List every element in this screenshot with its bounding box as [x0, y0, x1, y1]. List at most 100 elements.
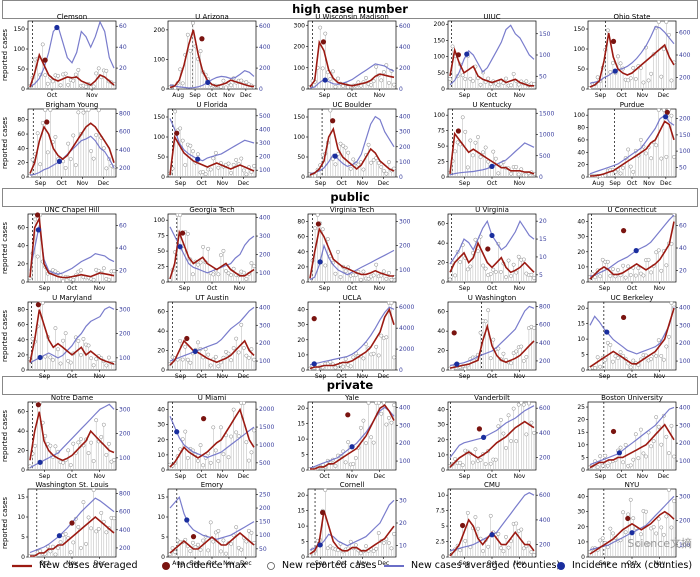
raw-point	[358, 425, 363, 430]
series-county-averaged	[589, 114, 675, 175]
tick-label-left: 100	[574, 46, 586, 53]
raw-point	[672, 154, 676, 159]
tick-label-x: Oct	[196, 180, 207, 187]
tick-label-left: 20	[17, 448, 25, 455]
tick-label-left: 0	[301, 367, 305, 374]
raw-point	[529, 550, 534, 554]
marker-incidence-max-county	[205, 79, 211, 86]
panel-title: NYU	[625, 481, 640, 489]
panel-title: Brigham Young	[46, 101, 99, 109]
raw-point	[669, 78, 674, 83]
raw-point	[94, 71, 99, 76]
tick-label-right: 10	[399, 543, 407, 550]
raw-point	[483, 145, 488, 150]
raw-point	[463, 538, 468, 543]
raw-point	[491, 337, 496, 342]
series-new-cases-averaged	[309, 126, 395, 176]
raw-point	[468, 76, 473, 81]
raw-point	[516, 172, 521, 177]
tick-label-right: 200	[259, 154, 271, 161]
tick-label-left: 60	[437, 309, 445, 316]
raw-point	[244, 172, 249, 177]
panel-title: U Miami	[198, 394, 226, 402]
raw-point	[364, 75, 368, 80]
section-header-private: private	[2, 376, 698, 395]
tick-label-left: 7.5	[435, 508, 445, 515]
raw-point	[608, 342, 613, 347]
panel-title: Washington St. Louis	[35, 481, 108, 489]
series-new-cases-averaged	[169, 29, 255, 89]
tick-label-left: 60	[17, 131, 25, 138]
tick-label-right: 200	[539, 358, 551, 365]
raw-point	[364, 544, 368, 549]
raw-point	[659, 442, 664, 447]
raw-point	[610, 267, 615, 272]
marker-incidence-max	[320, 509, 326, 516]
panel-6: U Florida 0 50 100 150 100 200 300 400 500 Sep Oct N…	[154, 101, 271, 187]
tick-label-left: 30	[577, 509, 585, 516]
raw-point	[605, 463, 610, 468]
raw-point	[221, 538, 226, 543]
tick-label-left: 15	[297, 421, 305, 428]
marker-incidence-max	[664, 109, 670, 115]
tick-label-right: 400	[259, 304, 271, 311]
series-county-averaged	[169, 118, 255, 162]
raw-point	[323, 263, 328, 268]
raw-point	[465, 510, 470, 515]
tick-label-left: 25	[577, 404, 585, 411]
raw-point	[514, 349, 519, 354]
tick-label-left: 5	[301, 452, 305, 459]
tick-label-right: 300	[119, 306, 131, 313]
raw-point	[333, 84, 338, 89]
raw-point	[656, 424, 661, 429]
raw-point	[63, 331, 68, 336]
raw-point	[106, 441, 111, 446]
raw-point	[366, 401, 371, 405]
tick-label-right: 200	[679, 518, 691, 525]
tick-label-left: 0	[21, 279, 25, 286]
raw-point	[483, 266, 488, 271]
raw-point	[628, 164, 633, 169]
raw-point	[448, 277, 452, 282]
raw-point	[234, 430, 239, 435]
series-county-averaged	[589, 214, 675, 277]
raw-point	[231, 266, 236, 271]
tick-label-right: 400	[259, 44, 271, 51]
raw-point	[476, 526, 480, 531]
axis-label-y: reported cases	[1, 117, 9, 169]
tick-label-x: Nov	[374, 92, 386, 99]
raw-point	[76, 110, 81, 115]
raw-point	[338, 275, 343, 279]
raw-point	[636, 456, 641, 461]
raw-point	[473, 515, 478, 520]
tick-label-right: 400	[399, 404, 411, 411]
tick-label-left: 0	[21, 174, 25, 181]
series-new-cases-averaged	[29, 122, 115, 174]
tick-label-x: Dec	[660, 180, 672, 187]
tick-label-left: 5	[301, 539, 305, 546]
raw-point	[621, 510, 626, 515]
raw-point	[483, 319, 488, 324]
tick-label-x: Oct	[487, 180, 498, 187]
tick-label-right: 150	[259, 519, 271, 526]
raw-point	[201, 170, 206, 174]
raw-point	[183, 163, 188, 167]
tick-label-left: 100	[574, 112, 586, 119]
raw-point	[196, 152, 200, 157]
raw-point	[249, 450, 254, 455]
raw-point	[86, 451, 91, 456]
tick-label-right: 2000	[259, 406, 274, 413]
tick-label-right: 600	[399, 23, 411, 30]
panel-frame	[307, 20, 397, 90]
raw-point	[659, 354, 664, 358]
raw-point	[669, 113, 674, 118]
raw-point	[491, 267, 496, 272]
raw-point	[496, 531, 501, 536]
raw-point	[654, 143, 659, 148]
legend-dot-blue-icon	[557, 561, 565, 570]
raw-point	[328, 108, 333, 113]
raw-point	[468, 264, 473, 269]
tick-label-left: 15	[297, 508, 305, 515]
panel-11: Georgia Tech 0 25 50 75 100 100 200 300 400 Sep Oct…	[154, 206, 271, 292]
raw-point	[101, 146, 106, 151]
